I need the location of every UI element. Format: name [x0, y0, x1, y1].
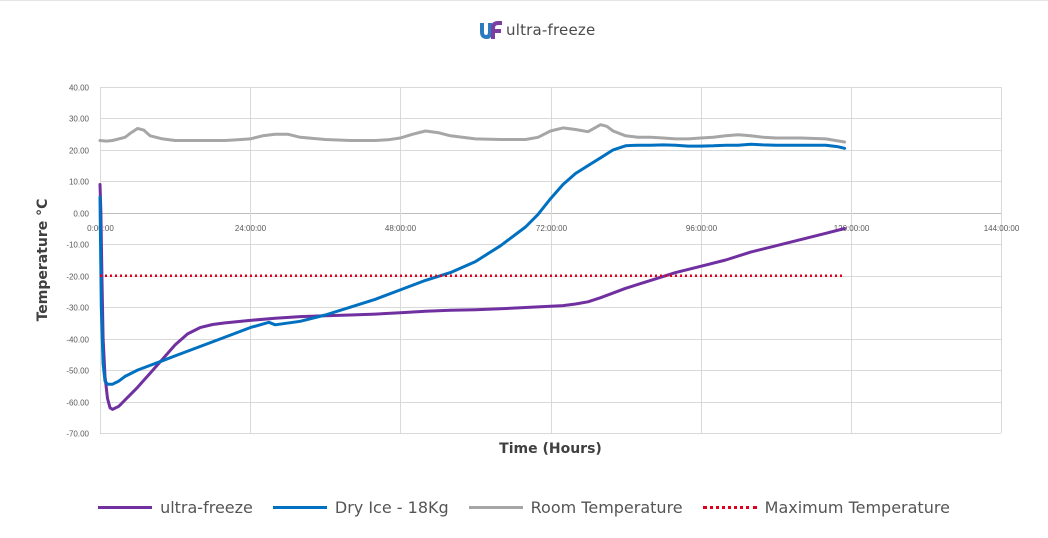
legend-item: ultra-freeze — [98, 498, 253, 517]
legend-label: Room Temperature — [531, 498, 683, 517]
x-tick-label: 120:00:00 — [834, 224, 870, 233]
chart-legend: ultra-freeze Dry Ice - 18Kg Room Temperatu… — [0, 494, 1048, 520]
legend-swatch — [98, 506, 152, 509]
x-tick-label: 144:00:00 — [984, 224, 1020, 233]
y-tick-label: -20.00 — [66, 273, 89, 282]
x-tick-label: 48:00:00 — [385, 224, 417, 233]
y-tick-label: -30.00 — [66, 304, 89, 313]
y-axis-title: Temperature °C — [35, 199, 51, 322]
series-line-dry-ice-18kg — [100, 144, 845, 384]
legend-item: Room Temperature — [469, 498, 683, 517]
x-tick-label: 24:00:00 — [235, 224, 267, 233]
y-tick-label: -70.00 — [66, 430, 89, 439]
legend-swatch — [273, 506, 327, 509]
y-tick-label: 0.00 — [73, 210, 89, 219]
y-tick-label: 20.00 — [69, 147, 90, 156]
legend-label: Dry Ice - 18Kg — [335, 498, 449, 517]
x-tick-label: 96:00:00 — [686, 224, 718, 233]
y-tick-label: 30.00 — [69, 115, 90, 124]
y-tick-label: -60.00 — [66, 399, 89, 408]
y-tick-label: -40.00 — [66, 336, 89, 345]
y-tick-label: -10.00 — [66, 241, 89, 250]
legend-swatch — [469, 506, 523, 509]
legend-label: Maximum Temperature — [765, 498, 950, 517]
legend-item: Maximum Temperature — [703, 498, 950, 517]
legend-item: Dry Ice - 18Kg — [273, 498, 449, 517]
y-tick-label: -50.00 — [66, 367, 89, 376]
y-tick-label: 10.00 — [69, 178, 90, 187]
series-line-room-temperature — [100, 125, 845, 142]
y-tick-label: 40.00 — [69, 84, 90, 93]
legend-swatch — [703, 506, 757, 509]
x-tick-label: 72:00:00 — [536, 224, 568, 233]
series-line-ultra-freeze — [100, 185, 845, 410]
legend-label: ultra-freeze — [160, 498, 253, 517]
x-axis-title: Time (Hours) — [499, 441, 602, 457]
